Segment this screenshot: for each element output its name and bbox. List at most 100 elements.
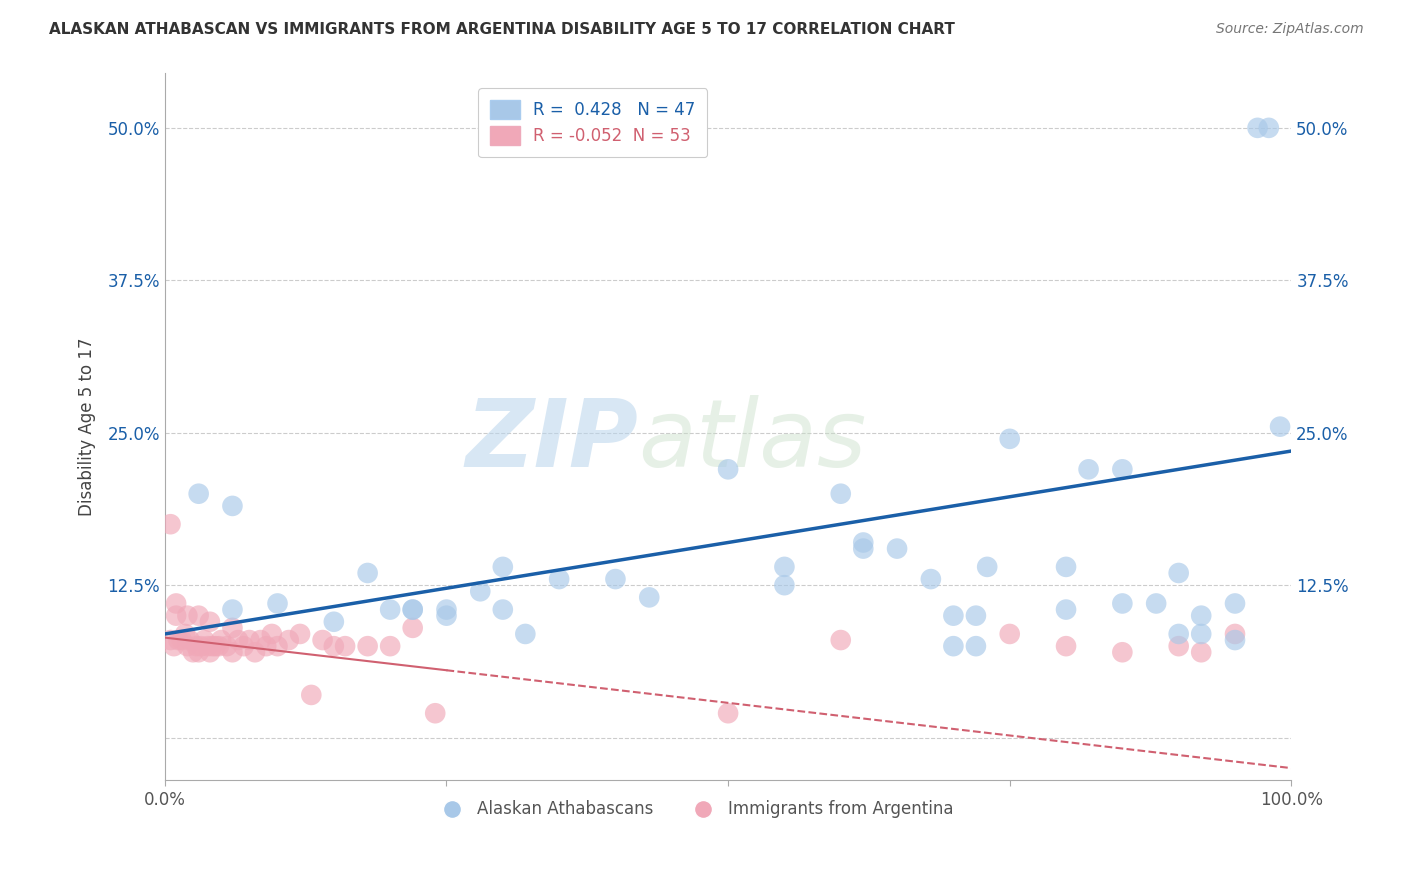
Point xyxy=(1077,462,1099,476)
Point xyxy=(215,639,238,653)
Point xyxy=(221,602,243,616)
Legend: Alaskan Athabascans, Immigrants from Argentina: Alaskan Athabascans, Immigrants from Arg… xyxy=(429,794,960,825)
Point xyxy=(436,602,458,616)
Point xyxy=(920,572,942,586)
Y-axis label: Disability Age 5 to 17: Disability Age 5 to 17 xyxy=(79,337,96,516)
Point xyxy=(197,639,219,653)
Point xyxy=(356,566,378,580)
Point xyxy=(170,633,193,648)
Point xyxy=(1167,566,1189,580)
Point xyxy=(1144,597,1167,611)
Point xyxy=(311,633,333,648)
Point xyxy=(638,591,661,605)
Point xyxy=(942,639,965,653)
Point xyxy=(1111,597,1133,611)
Point xyxy=(238,633,260,648)
Point xyxy=(266,597,288,611)
Point xyxy=(605,572,627,586)
Point xyxy=(165,597,187,611)
Point xyxy=(1223,597,1246,611)
Point xyxy=(1189,627,1212,641)
Point xyxy=(159,517,181,532)
Point xyxy=(1189,608,1212,623)
Point xyxy=(198,645,221,659)
Point xyxy=(1246,120,1268,135)
Point xyxy=(179,633,201,648)
Point xyxy=(830,486,852,500)
Point xyxy=(1257,120,1279,135)
Point xyxy=(492,602,515,616)
Point xyxy=(322,639,344,653)
Point xyxy=(232,639,254,653)
Point xyxy=(425,706,447,721)
Point xyxy=(208,639,231,653)
Point xyxy=(187,608,209,623)
Point xyxy=(773,560,796,574)
Point xyxy=(198,615,221,629)
Point xyxy=(378,602,401,616)
Point xyxy=(167,633,190,648)
Point xyxy=(1167,639,1189,653)
Point xyxy=(1054,560,1077,574)
Point xyxy=(965,639,987,653)
Point xyxy=(209,633,232,648)
Point xyxy=(830,633,852,648)
Text: ALASKAN ATHABASCAN VS IMMIGRANTS FROM ARGENTINA DISABILITY AGE 5 TO 17 CORRELATI: ALASKAN ATHABASCAN VS IMMIGRANTS FROM AR… xyxy=(49,22,955,37)
Point xyxy=(226,633,249,648)
Point xyxy=(1111,645,1133,659)
Point xyxy=(221,645,243,659)
Point xyxy=(976,560,998,574)
Point xyxy=(243,645,266,659)
Point xyxy=(717,462,740,476)
Point xyxy=(249,633,271,648)
Point xyxy=(470,584,492,599)
Point xyxy=(260,627,283,641)
Point xyxy=(1268,419,1291,434)
Point xyxy=(193,633,215,648)
Point xyxy=(515,627,537,641)
Point xyxy=(333,639,356,653)
Point xyxy=(1167,627,1189,641)
Point xyxy=(436,608,458,623)
Text: ZIP: ZIP xyxy=(465,395,638,487)
Point xyxy=(254,639,277,653)
Point xyxy=(299,688,322,702)
Point xyxy=(221,499,243,513)
Point xyxy=(378,639,401,653)
Point xyxy=(176,608,198,623)
Point xyxy=(998,627,1021,641)
Point xyxy=(548,572,571,586)
Point xyxy=(201,639,224,653)
Point xyxy=(1054,602,1077,616)
Point xyxy=(174,627,197,641)
Text: atlas: atlas xyxy=(638,395,866,486)
Point xyxy=(288,627,311,641)
Point xyxy=(186,639,208,653)
Point xyxy=(204,639,226,653)
Point xyxy=(190,639,212,653)
Point xyxy=(942,608,965,623)
Point xyxy=(1189,645,1212,659)
Point xyxy=(322,615,344,629)
Text: Source: ZipAtlas.com: Source: ZipAtlas.com xyxy=(1216,22,1364,37)
Point xyxy=(965,608,987,623)
Point xyxy=(221,621,243,635)
Point xyxy=(492,560,515,574)
Point xyxy=(176,639,198,653)
Point xyxy=(852,535,875,549)
Point xyxy=(1054,639,1077,653)
Point xyxy=(886,541,908,556)
Point xyxy=(852,541,875,556)
Point xyxy=(187,486,209,500)
Point xyxy=(998,432,1021,446)
Point xyxy=(181,645,204,659)
Point xyxy=(773,578,796,592)
Point xyxy=(165,608,187,623)
Point xyxy=(159,633,181,648)
Point xyxy=(187,645,209,659)
Point xyxy=(163,639,186,653)
Point xyxy=(266,639,288,653)
Point xyxy=(402,602,425,616)
Point xyxy=(1223,627,1246,641)
Point xyxy=(1223,633,1246,648)
